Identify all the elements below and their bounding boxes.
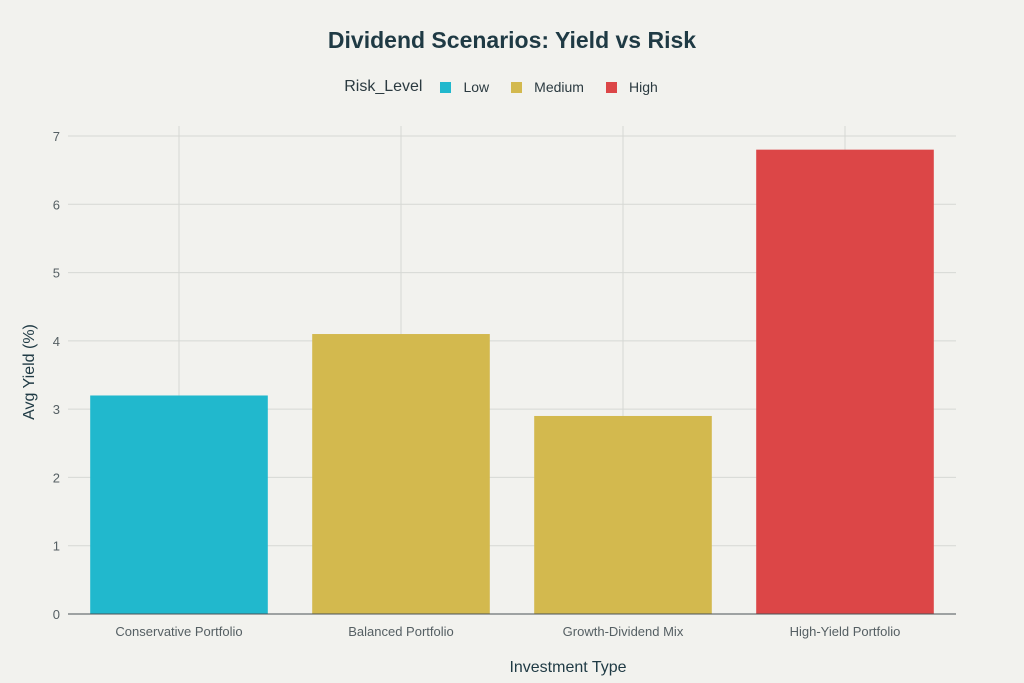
x-tick-label: Growth-Dividend Mix — [563, 624, 684, 639]
legend-title: Risk_Level — [344, 78, 423, 95]
legend: Risk_Level Low Medium High — [0, 78, 1024, 96]
bar-0 — [90, 395, 268, 614]
legend-label-high: High — [628, 79, 658, 95]
legend-item-medium[interactable]: Medium — [511, 79, 584, 95]
legend-item-high[interactable]: High — [605, 79, 658, 95]
legend-label-low: Low — [463, 79, 490, 95]
legend-swatch-medium — [511, 81, 523, 93]
y-tick-label: 7 — [53, 129, 60, 144]
legend-item-low[interactable]: Low — [440, 79, 489, 95]
y-tick-label: 4 — [53, 334, 60, 349]
chart-title: Dividend Scenarios: Yield vs Risk — [327, 27, 697, 53]
y-tick-label: 5 — [53, 266, 60, 281]
y-axis-title: Avg Yield (%) — [21, 324, 38, 420]
y-tick-label: 0 — [53, 607, 60, 622]
y-tick-label: 6 — [53, 197, 60, 212]
legend-swatch-low — [440, 81, 452, 93]
y-tick-label: 3 — [53, 402, 60, 417]
y-tick-label: 1 — [53, 539, 60, 554]
bar-3 — [756, 149, 934, 614]
x-tick-label: Conservative Portfolio — [115, 624, 242, 639]
bar-1 — [312, 334, 490, 614]
legend-label-medium: Medium — [534, 79, 584, 95]
bar-2 — [534, 415, 712, 614]
x-tick-label: High-Yield Portfolio — [790, 624, 901, 639]
legend-swatch-high — [605, 81, 617, 93]
y-tick-label: 2 — [53, 470, 60, 485]
x-axis-title: Investment Type — [509, 659, 626, 676]
x-tick-label: Balanced Portfolio — [348, 624, 454, 639]
